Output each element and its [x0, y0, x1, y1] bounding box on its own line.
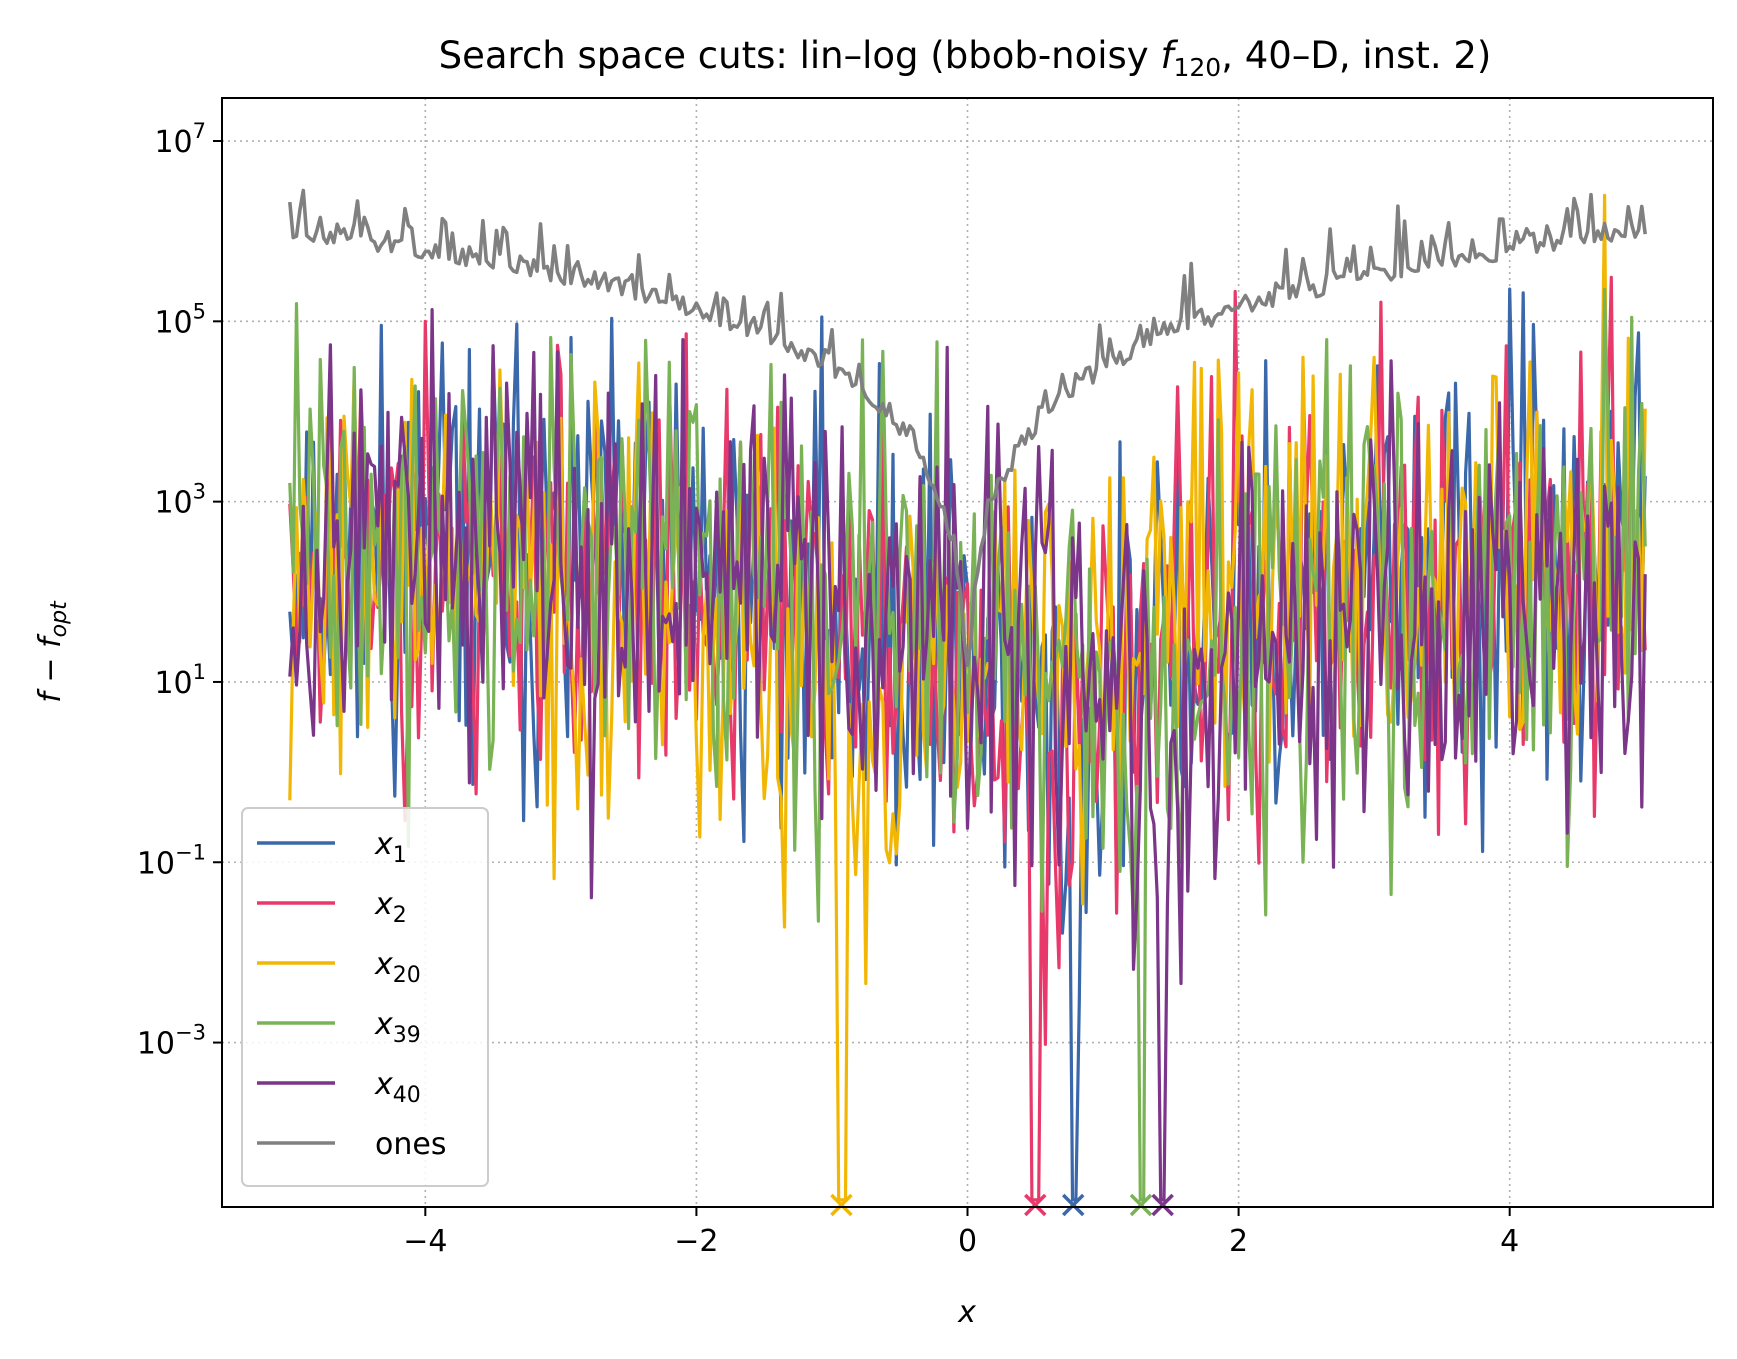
legend-label-ones: ones	[375, 1127, 446, 1162]
x-axis-label: x	[957, 1295, 976, 1330]
legend-label-x-39: x39	[374, 1007, 421, 1048]
legend-label-x-1: x1	[374, 827, 407, 868]
y-tick-label: 105	[154, 299, 206, 340]
y-tick-label: 10−1	[137, 840, 206, 881]
y-tick-label: 101	[154, 660, 206, 701]
y-tick-label: 103	[154, 480, 206, 521]
optimum-marker-x-40	[1151, 1193, 1174, 1217]
x-tick-label: −2	[674, 1224, 718, 1259]
legend: x1 x2 x20 x39 x40 ones	[241, 807, 489, 1187]
legend-label-x-2: x2	[374, 887, 407, 928]
series-line-ones	[288, 188, 1647, 668]
y-axis-ticks: 10−3 10−1 101 103 105 107	[137, 119, 222, 1062]
x-tick-label: −4	[403, 1224, 447, 1259]
x-tick-label: 2	[1229, 1224, 1248, 1259]
series-line-x-40	[288, 308, 1647, 1202]
x-axis-ticks: −4 −2 0 2 4	[403, 1207, 1519, 1259]
legend-label-x-20: x20	[374, 947, 421, 988]
series-line-x-20	[288, 193, 1647, 1202]
legend-box	[241, 807, 489, 1187]
plot-area	[288, 188, 1647, 1202]
optimum-marker-x-39	[1129, 1193, 1153, 1217]
y-axis-label: f − fopt	[33, 600, 72, 703]
x-tick-label: 4	[1500, 1224, 1519, 1259]
optimum-marker-x-2	[1024, 1193, 1047, 1217]
legend-label-x-40: x40	[374, 1067, 421, 1108]
y-tick-label: 10−3	[137, 1021, 206, 1062]
series-line-x-39	[288, 287, 1647, 1202]
optimum-markers	[830, 1193, 1174, 1217]
y-tick-label: 107	[154, 119, 206, 160]
optimum-marker-x-20	[830, 1193, 853, 1217]
optimum-marker-x-1	[1061, 1193, 1085, 1217]
chart-title: Search space cuts: lin–log (bbob-noisy f…	[439, 34, 1492, 82]
x-tick-label: 0	[958, 1224, 977, 1259]
